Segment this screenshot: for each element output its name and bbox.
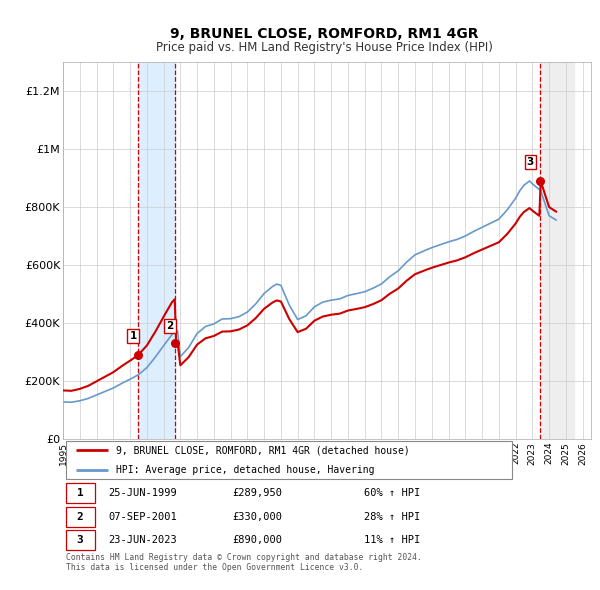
Text: 1: 1 — [77, 488, 83, 498]
FancyBboxPatch shape — [65, 507, 95, 526]
Text: 1: 1 — [130, 331, 137, 341]
Text: 11% ↑ HPI: 11% ↑ HPI — [364, 535, 420, 545]
Text: 2: 2 — [166, 321, 173, 331]
Text: 28% ↑ HPI: 28% ↑ HPI — [364, 512, 420, 522]
Text: £330,000: £330,000 — [232, 512, 282, 522]
Text: 9, BRUNEL CLOSE, ROMFORD, RM1 4GR: 9, BRUNEL CLOSE, ROMFORD, RM1 4GR — [170, 27, 478, 41]
Text: Price paid vs. HM Land Registry's House Price Index (HPI): Price paid vs. HM Land Registry's House … — [155, 41, 493, 54]
Text: £289,950: £289,950 — [232, 488, 282, 498]
FancyBboxPatch shape — [65, 483, 95, 503]
Bar — [541, 62, 574, 439]
Text: 25-JUN-1999: 25-JUN-1999 — [108, 488, 176, 498]
Text: 3: 3 — [77, 535, 83, 545]
Text: HPI: Average price, detached house, Havering: HPI: Average price, detached house, Have… — [116, 465, 374, 475]
Text: 07-SEP-2001: 07-SEP-2001 — [108, 512, 176, 522]
FancyBboxPatch shape — [65, 441, 512, 479]
Text: 23-JUN-2023: 23-JUN-2023 — [108, 535, 176, 545]
Bar — [138, 62, 175, 439]
Text: £890,000: £890,000 — [232, 535, 282, 545]
Text: Contains HM Land Registry data © Crown copyright and database right 2024.
This d: Contains HM Land Registry data © Crown c… — [65, 553, 422, 572]
Text: 9, BRUNEL CLOSE, ROMFORD, RM1 4GR (detached house): 9, BRUNEL CLOSE, ROMFORD, RM1 4GR (detac… — [116, 445, 410, 455]
FancyBboxPatch shape — [65, 530, 95, 550]
Text: 3: 3 — [527, 157, 534, 167]
Text: 2: 2 — [77, 512, 83, 522]
Text: 60% ↑ HPI: 60% ↑ HPI — [364, 488, 420, 498]
